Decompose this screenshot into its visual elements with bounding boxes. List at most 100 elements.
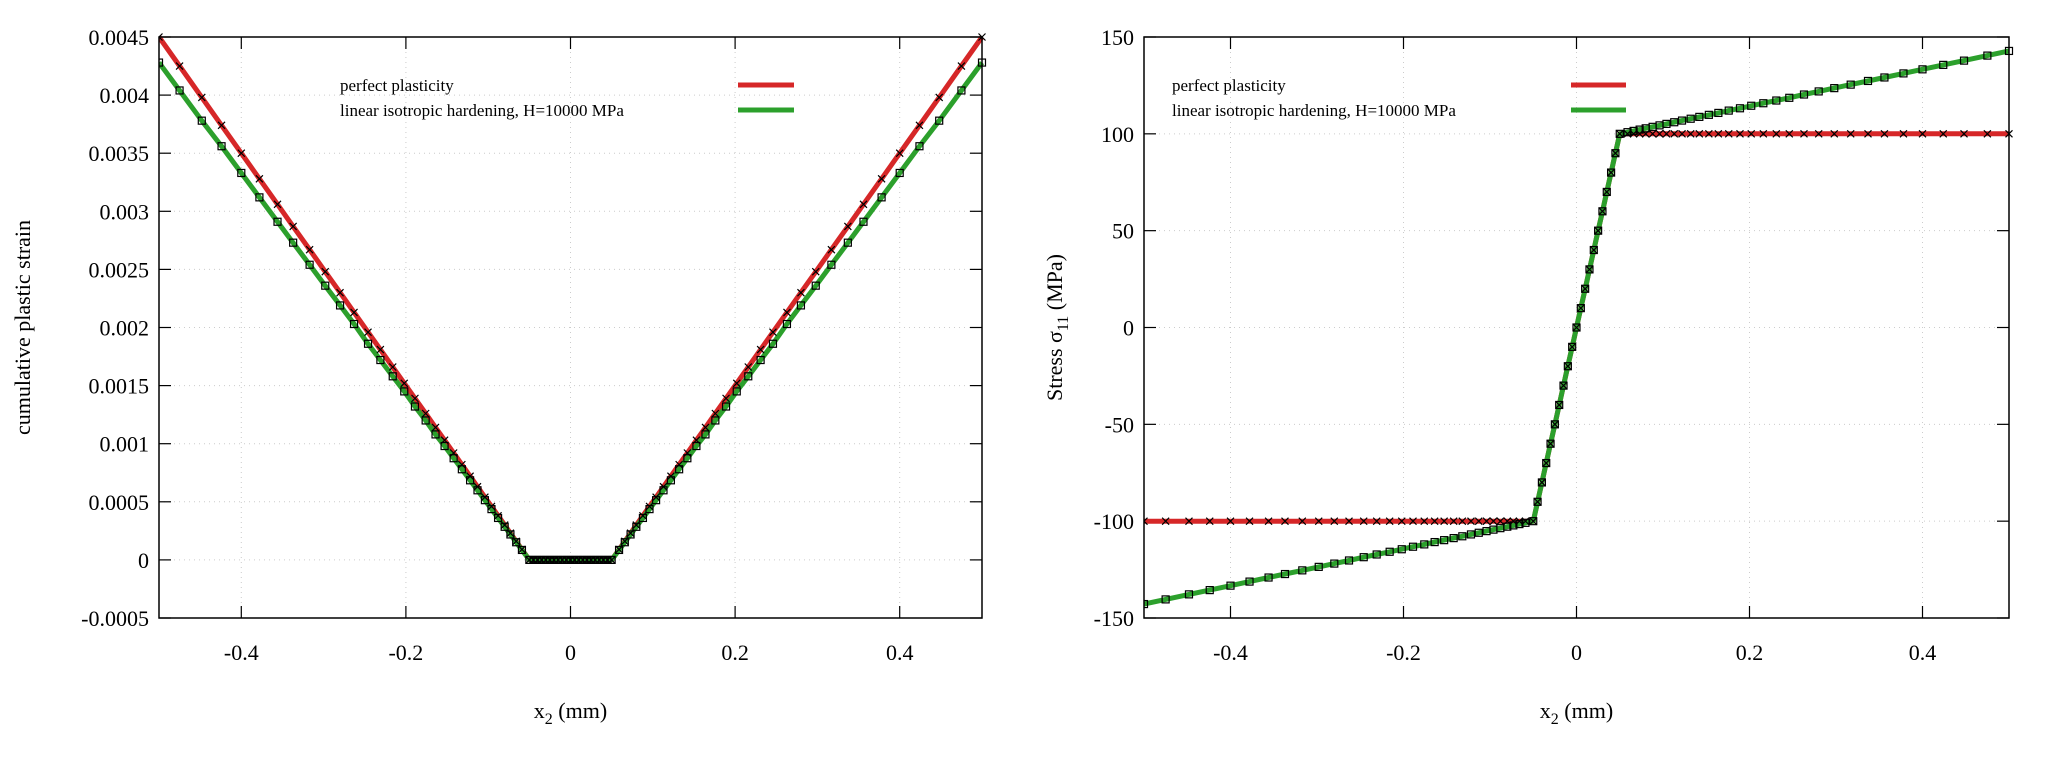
- data-point-cross: [1607, 168, 1616, 177]
- data-point-square: [1759, 99, 1768, 108]
- data-point-square: [578, 555, 587, 565]
- data-point-square: [645, 505, 654, 514]
- data-point-cross: [1814, 129, 1823, 138]
- data-point-square: [1880, 73, 1889, 82]
- data-point-square: [659, 486, 668, 495]
- data-point-cross: [1611, 149, 1620, 158]
- data-point-square: [554, 555, 563, 565]
- data-point-cross: [1772, 129, 1781, 138]
- data-point-square: [1983, 51, 1992, 60]
- data-point-square: [1695, 112, 1704, 121]
- data-point-cross: [1559, 381, 1568, 390]
- data-point-cross: [1489, 517, 1498, 526]
- data-point-cross: [1704, 129, 1713, 138]
- data-point-square: [335, 301, 345, 310]
- data-point-cross: [1602, 188, 1611, 196]
- plot-frame: [158, 36, 983, 619]
- data-point-square: [957, 86, 966, 95]
- data-point-square: [457, 465, 466, 474]
- y-tick-label: 50: [1112, 219, 1134, 244]
- data-point-square: [1846, 80, 1855, 89]
- data-point-square: [1863, 76, 1873, 86]
- data-point-square: [487, 505, 496, 514]
- y-tick-label: 0.002: [100, 316, 150, 341]
- x-tick-label: -0.4: [224, 640, 259, 665]
- data-point-square: [675, 465, 684, 474]
- data-point-square: [1585, 265, 1594, 274]
- data-point-cross: [494, 511, 503, 520]
- data-point-square: [614, 545, 624, 555]
- data-point-cross: [364, 328, 372, 337]
- data-point-square: [595, 555, 604, 565]
- data-point-square: [237, 168, 246, 178]
- data-point-square: [1581, 284, 1590, 293]
- data-point-cross: [457, 460, 466, 469]
- data-point-cross: [518, 545, 526, 554]
- data-point-cross: [732, 379, 741, 388]
- x-tick-label: -0.2: [388, 640, 423, 665]
- data-point-cross: [1563, 362, 1572, 371]
- data-point-square: [1576, 304, 1585, 313]
- y-tick-label: 0.0045: [89, 25, 150, 50]
- x-tick-label: 0.2: [1736, 640, 1764, 665]
- data-point-square: [431, 430, 440, 439]
- data-point-cross: [1440, 517, 1449, 526]
- data-point-square: [1397, 545, 1406, 554]
- data-point-cross: [877, 174, 886, 183]
- data-point-cross: [1482, 517, 1491, 526]
- data-point-cross: [638, 511, 647, 520]
- data-point-square: [1344, 556, 1354, 565]
- data-point-cross: [449, 449, 458, 457]
- data-point-square: [1509, 521, 1518, 530]
- data-point-square: [843, 238, 852, 247]
- data-point-square: [217, 142, 226, 151]
- y-axis-label: cumulative plastic strain: [10, 220, 35, 435]
- data-point-square: [626, 530, 635, 539]
- data-point-cross: [1918, 129, 1927, 138]
- data-point-cross: [675, 460, 684, 469]
- data-point-square: [1314, 562, 1323, 571]
- data-point-cross: [1409, 517, 1417, 526]
- data-point-cross: [1449, 517, 1458, 526]
- y-tick-label: 0.003: [100, 199, 150, 224]
- data-point-cross: [1537, 478, 1546, 487]
- data-point-square: [175, 86, 184, 95]
- data-point-square: [1714, 108, 1723, 118]
- data-point-cross: [1572, 323, 1581, 332]
- data-point-cross: [1555, 401, 1564, 409]
- data-point-square: [321, 281, 330, 290]
- data-point-square: [827, 260, 836, 269]
- data-point-square: [915, 142, 924, 151]
- x-tick-label: 0.4: [1909, 640, 1937, 665]
- data-point-square: [1542, 458, 1551, 468]
- data-point-square: [1563, 362, 1572, 371]
- data-point-cross: [350, 308, 358, 317]
- data-point-square: [512, 538, 521, 547]
- plot-area: [1144, 46, 2014, 609]
- data-point-square: [1572, 323, 1581, 332]
- data-point-cross: [1800, 129, 1808, 138]
- data-point-cross: [159, 33, 163, 41]
- y-axis-label-unit: (MPa): [1042, 254, 1067, 316]
- data-point-square: [1546, 439, 1555, 448]
- data-point-square: [541, 555, 550, 565]
- data-point-cross: [1695, 129, 1704, 138]
- data-point-square: [1245, 577, 1254, 586]
- data-point-cross: [1655, 129, 1664, 138]
- data-point-square: [558, 555, 567, 565]
- data-point-square: [1635, 125, 1644, 134]
- y-tick-label: 150: [1101, 25, 1134, 50]
- data-point-square: [1555, 400, 1564, 410]
- data-point-cross: [305, 245, 314, 254]
- data-point-square: [1474, 528, 1483, 537]
- data-point-square: [859, 217, 868, 226]
- data-point-square: [651, 496, 661, 505]
- data-point-square: [744, 372, 753, 381]
- plot-area: [159, 33, 987, 565]
- data-point-square: [732, 387, 741, 396]
- data-point-cross: [1686, 129, 1695, 138]
- data-point-square: [1408, 542, 1418, 551]
- data-point-cross: [1648, 129, 1657, 138]
- data-point-square: [1611, 149, 1620, 158]
